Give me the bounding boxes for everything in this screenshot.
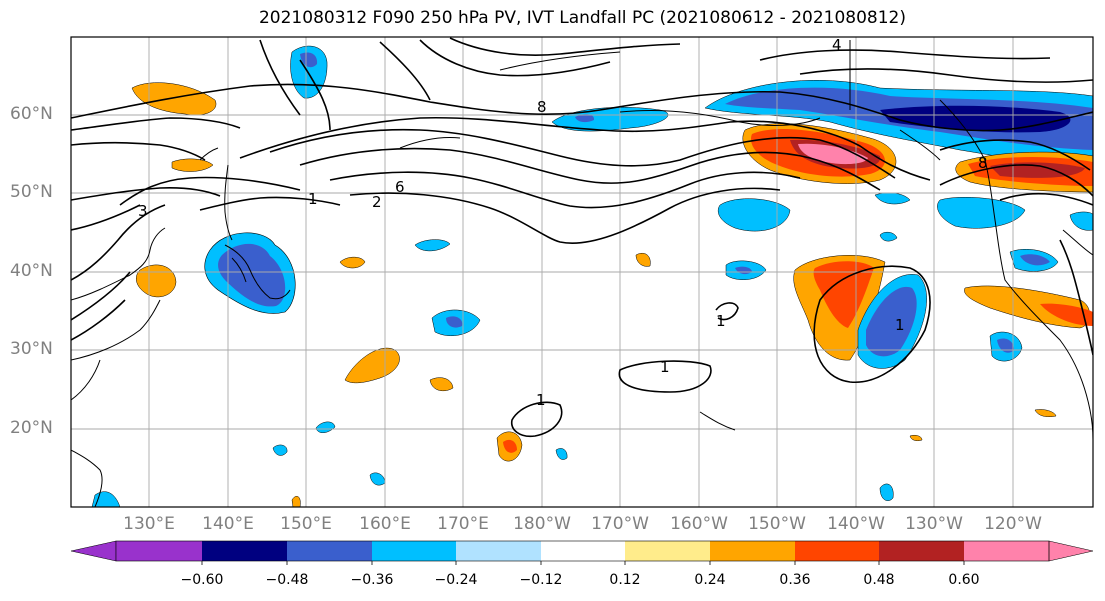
colorbar-extend-low [70, 540, 117, 562]
lon-label: 140°W [827, 514, 885, 534]
colorbar-swatch [116, 541, 202, 561]
colorbar-tick-label: −0.48 [265, 572, 309, 588]
contour-label: 8 [537, 98, 547, 116]
contour-label: 3 [138, 202, 148, 220]
colorbar-swatch [964, 541, 1049, 561]
lon-label: 150°W [748, 514, 806, 534]
lon-label: 150°E [280, 514, 332, 534]
colorbar-tick-label: −0.36 [350, 572, 394, 588]
lon-label: 140°E [202, 514, 254, 534]
lat-label: 50°N [10, 182, 53, 202]
lon-label: 160°E [359, 514, 411, 534]
contour-label: 6 [395, 178, 405, 196]
colorbar-tick-label: −0.60 [180, 572, 224, 588]
colorbar-ticks [201, 561, 965, 565]
lon-label: 170°W [591, 514, 649, 534]
map-title: 2021080312 F090 250 hPa PV, IVT Landfall… [258, 8, 906, 28]
colorbar-extend-high [1048, 540, 1094, 562]
lat-label: 30°N [10, 339, 53, 359]
colorbar-swatch [710, 541, 795, 561]
lat-label: 20°N [10, 418, 53, 438]
lon-label: 120°W [984, 514, 1042, 534]
contour-label: 1 [660, 358, 670, 376]
lon-label: 130°W [905, 514, 963, 534]
colorbar [70, 540, 1094, 565]
contour-label: 1 [308, 190, 318, 208]
colorbar-swatch [456, 541, 541, 561]
contour-label: 1 [716, 312, 726, 330]
lon-label: 160°W [670, 514, 728, 534]
contour-label: 1 [895, 316, 905, 334]
colorbar-swatch [879, 541, 964, 561]
pv-contours [71, 37, 1093, 438]
contour-label: 2 [372, 193, 382, 211]
pc-shading [91, 45, 1093, 507]
colorbar-tick-label: 0.48 [863, 572, 895, 588]
colorbar-tick-label: 0.36 [779, 572, 811, 588]
colorbar-swatch [541, 541, 625, 561]
lat-label: 40°N [10, 261, 53, 281]
colorbar-swatch [795, 541, 879, 561]
lon-label: 170°E [437, 514, 489, 534]
lat-label: 60°N [10, 104, 53, 124]
colorbar-swatch [287, 541, 372, 561]
colorbar-tick-label: −0.24 [434, 572, 478, 588]
map-frame [70, 36, 1094, 508]
colorbar-swatch [625, 541, 710, 561]
lon-label: 180°W [513, 514, 571, 534]
contour-label: 8 [978, 154, 988, 172]
contour-labels: 1 1 1 1 1 2 3 4 6 8 8 [138, 36, 988, 409]
colorbar-tick-label: 0.60 [948, 572, 980, 588]
colorbar-swatch [372, 541, 456, 561]
contour-label: 4 [832, 36, 842, 54]
colorbar-tick-label: −0.12 [519, 572, 563, 588]
colorbar-tick-label: 0.24 [694, 572, 726, 588]
colorbar-tick-label: 0.12 [609, 572, 641, 588]
colorbar-frame [115, 540, 1050, 562]
contour-label: 1 [536, 391, 546, 409]
graticule [71, 37, 1093, 507]
lon-label: 130°E [123, 514, 175, 534]
colorbar-swatch [202, 541, 287, 561]
